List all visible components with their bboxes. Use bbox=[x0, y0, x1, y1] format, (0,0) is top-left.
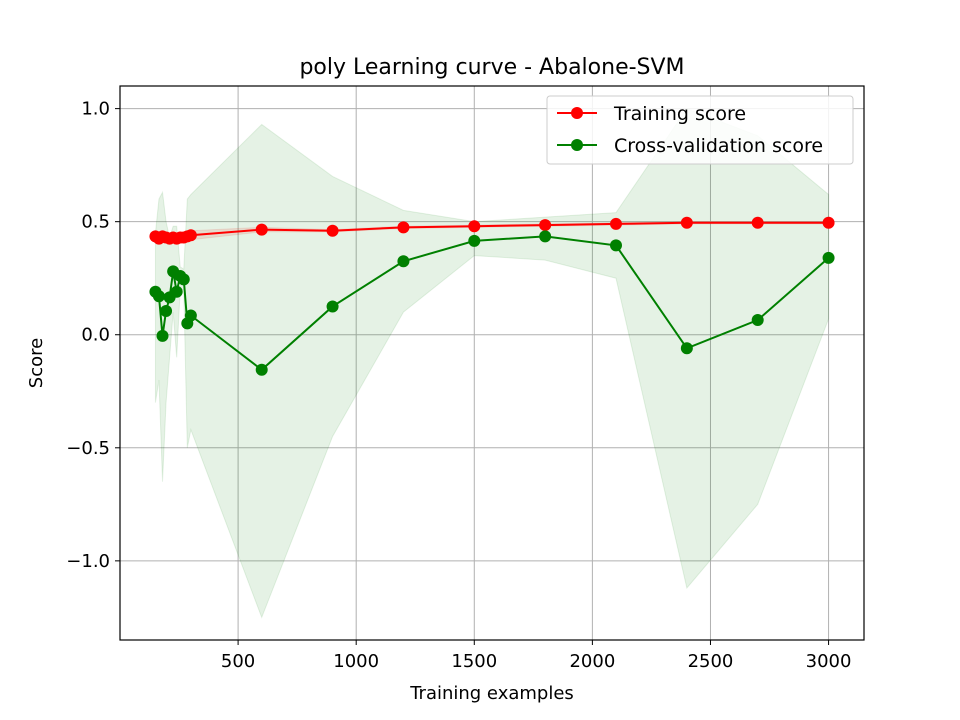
series-points bbox=[149, 216, 835, 376]
cv-score-point bbox=[152, 290, 165, 303]
x-tick-label: 1500 bbox=[451, 651, 497, 672]
cv-score-point bbox=[326, 300, 339, 313]
y-axis-label: Score bbox=[26, 338, 47, 388]
x-tick-label: 2500 bbox=[688, 651, 734, 672]
cv-score-point bbox=[751, 314, 764, 327]
cv-score-point bbox=[255, 363, 268, 376]
training-score-point bbox=[751, 216, 764, 229]
plot-frame bbox=[119, 85, 865, 641]
training-score-point bbox=[680, 216, 693, 229]
y-tick-label: −1.0 bbox=[66, 551, 110, 572]
x-tick-label: 2000 bbox=[569, 651, 615, 672]
axis-ticks: 500 1000 1500 2000 2500 3000 −1.0 −0.5 0.0 0.5 1.0 bbox=[66, 99, 851, 672]
training-score-point bbox=[468, 220, 481, 233]
y-tick-label: −0.5 bbox=[66, 438, 110, 459]
cv-score-point bbox=[680, 342, 693, 355]
training-score-point bbox=[539, 219, 552, 232]
chart-title: poly Learning curve - Abalone-SVM bbox=[299, 55, 684, 80]
cv-score-point bbox=[184, 309, 197, 322]
legend-cv-marker bbox=[571, 139, 583, 151]
training-score-point bbox=[326, 224, 339, 237]
legend-training-marker bbox=[571, 107, 583, 119]
x-tick-label: 1000 bbox=[333, 651, 379, 672]
training-score-point bbox=[184, 229, 197, 242]
cv-score-point bbox=[610, 239, 622, 252]
cv-std-band bbox=[154, 108, 830, 619]
training-score-point bbox=[255, 223, 268, 236]
cv-score-point bbox=[170, 285, 183, 298]
cv-score-point bbox=[160, 304, 173, 317]
cv-score-point bbox=[822, 251, 835, 264]
cv-score-point bbox=[468, 234, 481, 247]
x-tick-label: 500 bbox=[221, 651, 255, 672]
training-score-point bbox=[610, 217, 622, 230]
training-score-point bbox=[822, 216, 835, 229]
legend-cv-label: Cross-validation score bbox=[614, 135, 823, 157]
cv-score-point bbox=[177, 273, 190, 286]
legend-box bbox=[546, 95, 854, 165]
cv-score-point bbox=[539, 230, 552, 243]
y-tick-label: 1.0 bbox=[81, 99, 110, 120]
legend-training-label: Training score bbox=[613, 103, 746, 125]
x-axis-label: Training examples bbox=[409, 683, 574, 704]
training-score-point bbox=[397, 221, 410, 234]
legend: Training score Cross-validation score bbox=[546, 95, 854, 165]
x-tick-label: 3000 bbox=[806, 651, 852, 672]
y-tick-label: 0.5 bbox=[81, 212, 110, 233]
cv-score-point bbox=[397, 255, 410, 268]
cv-score-point bbox=[156, 329, 169, 342]
y-tick-label: 0.0 bbox=[81, 325, 110, 346]
